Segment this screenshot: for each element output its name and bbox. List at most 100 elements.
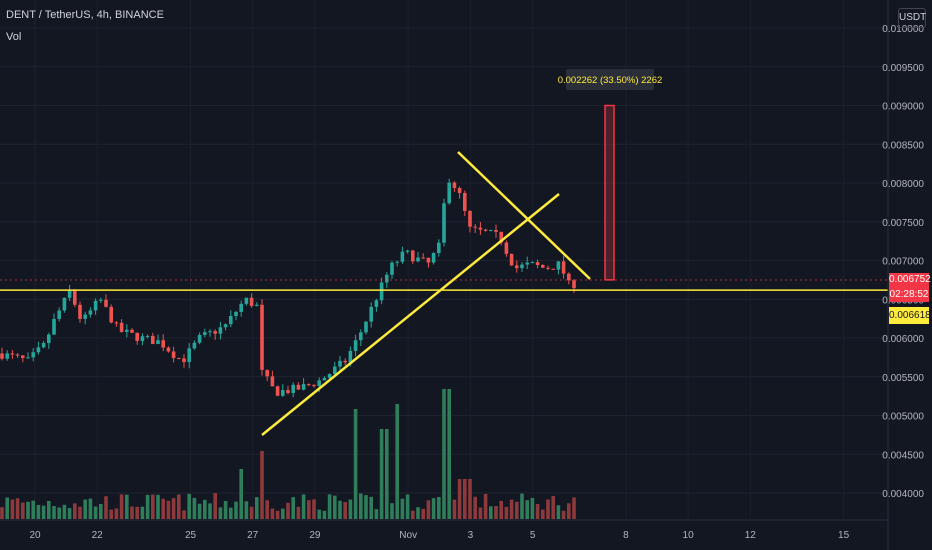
candle-body [530,262,535,264]
volume-bar [348,499,353,519]
candle-body [478,227,483,230]
price-tick-label: 0.009000 [882,102,924,113]
candle-body [504,242,509,254]
volume-bar [301,494,306,519]
volume-bar [223,500,228,519]
volume-bar [31,500,35,519]
volume-bar [57,507,61,519]
price-tick-label: 0.005500 [882,373,924,384]
candle-body [333,366,337,374]
volume-bar [291,497,295,519]
candle-body [364,321,368,333]
candle-body [494,230,498,232]
candle-body [317,380,321,387]
volume-bar [374,509,379,519]
volume-bar [197,503,202,519]
volume-bar [93,506,98,519]
volume-bar [572,497,576,519]
volume-bar [135,506,139,519]
candle-body [281,390,285,396]
volume-bar [395,404,399,519]
volume-bar [67,508,72,519]
volume-bar [421,508,425,519]
candle-body [411,250,415,262]
drawings[interactable]: 0.002262 (33.50%) 2262 [0,69,888,436]
candle-body [447,182,451,204]
candle-body [83,314,87,319]
currency-unit-button[interactable]: USDT [898,8,926,28]
volume-bar [509,499,514,519]
candle-body [47,334,51,344]
price-tick-label: 0.004000 [882,489,924,500]
candle-body [156,340,160,345]
volume-bar [400,498,405,519]
countdown-tag: 02:28:52 [889,287,929,302]
candle-body [348,350,353,363]
volume-bar [463,479,467,519]
volume-bar [359,493,363,519]
volume-bar [114,508,119,519]
volume-bar [47,500,51,519]
volume-bar [125,494,129,519]
symbol-title[interactable]: DENT / TetherUS, 4h, BINANCE [6,9,164,21]
candle-body [390,262,394,275]
candle-body [270,376,275,387]
candle-body [431,252,436,263]
candle-body [551,268,555,270]
candle-body [62,297,67,311]
candle-body [197,334,202,343]
volume-bar [161,498,165,519]
candle-body [369,306,373,322]
candle-body [463,193,467,211]
volume-indicator-label[interactable]: Vol [6,31,22,43]
volume-bar [530,497,535,519]
candle-body [509,253,514,266]
current-price-tag: 0.006752 [889,273,931,287]
volume-bar [0,507,4,519]
volume-bar [171,498,176,519]
candle-body [452,182,457,188]
volume-bar [15,498,20,519]
time-tick-label: 12 [745,530,757,541]
volume-bar [322,510,327,519]
candle-body [307,384,311,386]
volume-bar [390,503,394,519]
candle-body [343,360,347,363]
candle-body [182,358,186,363]
volume-bar [78,506,82,519]
candle-body [145,335,150,337]
measure-label-box [566,69,654,90]
price-tick-label: 0.007500 [882,218,924,229]
candle-body [442,203,446,243]
volume-bar [182,510,186,519]
volume-bar [515,501,519,519]
volume-bar [234,501,238,519]
candle-body [327,373,332,379]
volume-bar [41,505,46,519]
candle-body [223,324,228,328]
time-tick-label: 22 [92,530,104,541]
candle-body [104,299,108,307]
candle-body [203,332,207,335]
volume-bar [265,500,269,519]
candle-body [166,347,171,352]
volume-bars [0,389,576,519]
volume-bar [364,495,368,519]
candle-body [52,318,56,335]
candle-body [353,340,358,351]
candle-body [78,304,82,319]
volume-bar [281,508,285,519]
volume-bar [104,496,108,519]
candle-body [525,262,529,265]
volume-bar [88,498,93,519]
candle-body [135,332,139,341]
volume-bar [447,389,451,519]
candle-body [275,386,280,396]
time-tick-label: 10 [683,530,695,541]
candle-body [301,384,306,390]
candle-body [36,347,41,353]
volume-bar [499,500,503,519]
volume-bar [187,493,191,519]
volume-bar [483,493,488,519]
